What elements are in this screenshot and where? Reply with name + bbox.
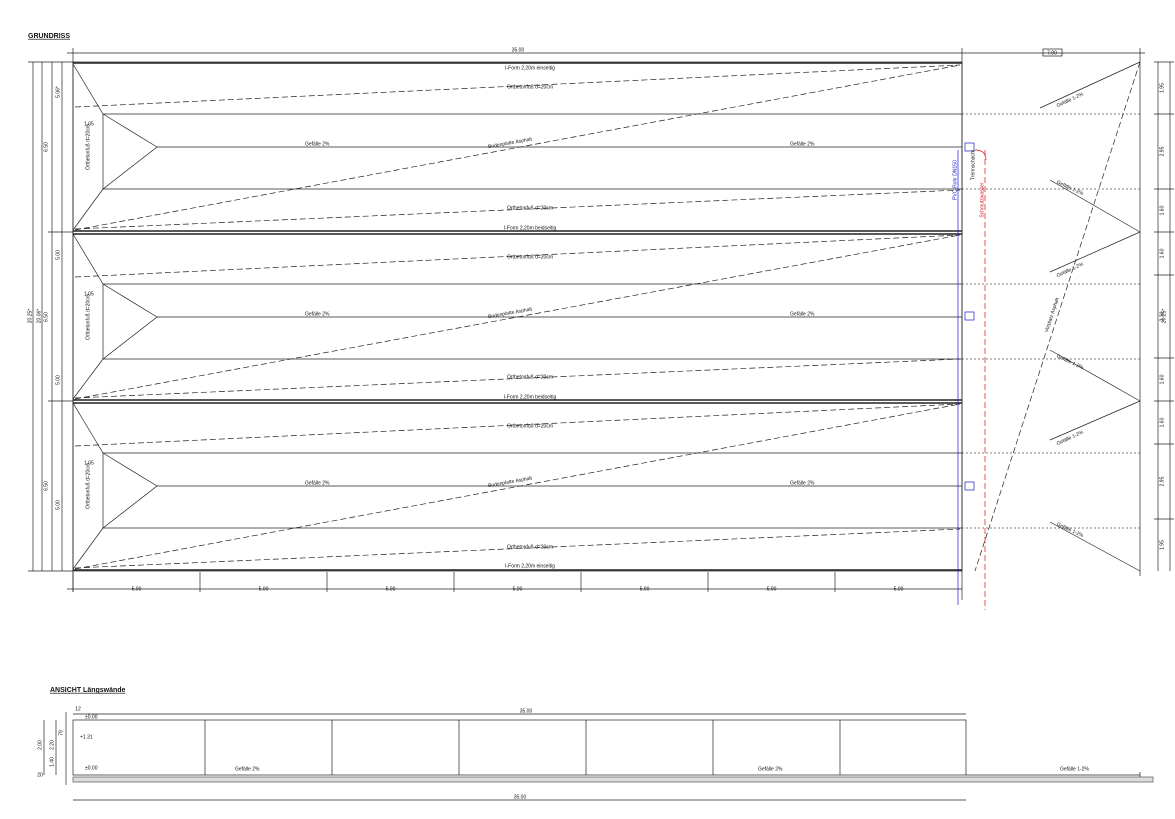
slope: Gefälle 2% bbox=[790, 141, 815, 147]
dimension: 79 bbox=[58, 730, 64, 736]
slope: Gefälle 2% bbox=[790, 480, 815, 486]
elevation-length: 35.00 bbox=[520, 708, 533, 714]
gutter-end bbox=[102, 452, 158, 529]
left-total: 20.25* bbox=[27, 309, 33, 324]
elevation-slope: Gefälle 1-2% bbox=[1060, 766, 1089, 772]
dimension: 2.00 bbox=[37, 740, 43, 750]
dimension: 12 bbox=[75, 706, 81, 712]
wall-label: I-Form 2,20m beidseitig bbox=[504, 225, 557, 231]
diagonal bbox=[74, 189, 961, 230]
gutter-width: 1.05 bbox=[84, 460, 94, 466]
pipe-label: PVC-Rohr DN150 bbox=[952, 160, 958, 200]
dimension: 1.95 bbox=[1159, 540, 1165, 550]
slope: Gefälle 2% bbox=[305, 311, 330, 317]
right-total: 20.25* bbox=[1161, 309, 1167, 324]
surface: Bodenplatte Asphalt bbox=[488, 136, 533, 150]
pipe-label: Schmutzwasser bbox=[979, 182, 985, 218]
elevation-slope: Gefälle 2% bbox=[758, 766, 783, 772]
elevation-lines bbox=[43, 712, 1154, 801]
dimension: 6.50 bbox=[43, 312, 49, 322]
dimension: 3.30 bbox=[1159, 311, 1165, 321]
dimension: 2.95 bbox=[1159, 476, 1165, 486]
surface: Bodenplatte Asphalt bbox=[488, 475, 533, 489]
gutter: Ortbetonfuß d=20cm bbox=[85, 463, 91, 509]
dimension: 6.50 bbox=[43, 481, 49, 491]
end-line bbox=[72, 358, 104, 400]
plan-title: GRUNDRISS bbox=[28, 33, 70, 40]
dimension: 5.00 bbox=[55, 250, 61, 260]
gutter: Ortbetonfuß d=20cm bbox=[85, 294, 91, 340]
gutter-width: 1.05 bbox=[84, 291, 94, 297]
diagonal bbox=[74, 64, 961, 231]
dimension: 5.00 bbox=[767, 586, 777, 592]
gutter-end bbox=[102, 113, 158, 190]
dimension: 5.00 bbox=[894, 586, 904, 592]
dimension: 1.60 bbox=[1159, 417, 1165, 427]
dimension: 5.00 bbox=[132, 586, 142, 592]
forecourt-lines bbox=[957, 48, 1141, 610]
gutter-width: 1.05 bbox=[84, 121, 94, 127]
dimension: 1.60 bbox=[1159, 248, 1165, 258]
slope: Gefälle 1-2% bbox=[1055, 353, 1084, 371]
foot: Ortbetonfuß d=20cm bbox=[507, 544, 553, 550]
diagonal bbox=[74, 234, 961, 400]
dimension: 20 bbox=[37, 772, 43, 778]
dimension: 2.95 bbox=[1159, 146, 1165, 156]
dimension: 1.95 bbox=[1159, 83, 1165, 93]
end-line bbox=[72, 188, 104, 231]
elevation-bottom-length: 35.00 bbox=[514, 794, 527, 800]
bays: Gefälle 2% Gefälle 2% Bodenplatte Asphalt O… bbox=[43, 63, 1140, 570]
wall-label: I-Form 2,20m einseitig bbox=[505, 563, 555, 569]
dimension: 6.50 bbox=[43, 142, 49, 152]
diagonal bbox=[74, 403, 961, 447]
level: ±0.00 bbox=[85, 714, 98, 720]
dimension: 1.60 bbox=[1159, 374, 1165, 384]
plan-lines bbox=[28, 48, 1171, 600]
level: +1.31 bbox=[80, 734, 93, 740]
slope: Gefälle 2% bbox=[305, 141, 330, 147]
dimension: 2.20 bbox=[49, 740, 55, 750]
foot: Ortbetonfuß d=20cm bbox=[507, 374, 553, 380]
dimension: 5.00 bbox=[55, 500, 61, 510]
slope: Gefälle 1-2% bbox=[1055, 179, 1084, 197]
gutter-end bbox=[102, 283, 158, 360]
diagonal bbox=[74, 64, 961, 108]
left-inner-total: 20.06* bbox=[36, 309, 42, 324]
foot: Ortbetonfuß d=20cm bbox=[507, 84, 553, 90]
elevation-heights: 12 2.00 2.20 1.40 79 20 bbox=[37, 706, 81, 778]
elevation-slope: Gefälle 2% bbox=[235, 766, 260, 772]
slope: Gefälle 1-2% bbox=[1055, 521, 1084, 539]
foot: Ortbetonfuß d=20cm bbox=[507, 254, 553, 260]
dimension: 5.00 bbox=[386, 586, 396, 592]
dimension: 5.00 bbox=[259, 586, 269, 592]
separator: Trennschacht bbox=[970, 149, 976, 180]
dimension: 5.06* bbox=[55, 86, 61, 98]
slope: Gefälle 2% bbox=[305, 480, 330, 486]
elevation-title: ANSICHT Längswände bbox=[50, 687, 126, 694]
right-width: 7.00 bbox=[1047, 50, 1057, 56]
end-line bbox=[72, 527, 104, 570]
diagonal bbox=[74, 528, 961, 569]
gutter: Ortbetonfuß d=20cm bbox=[85, 124, 91, 170]
plan-length: 35.00 bbox=[512, 47, 525, 53]
diagonal bbox=[74, 234, 961, 278]
level: ±0.00 bbox=[85, 765, 98, 771]
diagonal bbox=[74, 358, 961, 399]
dimension: 5.00 bbox=[513, 586, 523, 592]
dimension: 1.60 bbox=[1159, 205, 1165, 215]
dimension: 1.40 bbox=[49, 757, 55, 767]
wall-label: I-Form 2,20m beidseitig bbox=[504, 394, 557, 400]
dimension: 5.00 bbox=[640, 586, 650, 592]
wall-label: I-Form 2,20m einseitig bbox=[505, 65, 555, 71]
dimension: 5.00 bbox=[55, 375, 61, 385]
foot: Ortbetonfuß d=20cm bbox=[507, 423, 553, 429]
foot: Ortbetonfuß d=20cm bbox=[507, 205, 553, 211]
diagonal bbox=[74, 403, 961, 570]
slope: Gefälle 2% bbox=[790, 311, 815, 317]
slope: Gefälle 1-2% bbox=[1056, 429, 1085, 447]
